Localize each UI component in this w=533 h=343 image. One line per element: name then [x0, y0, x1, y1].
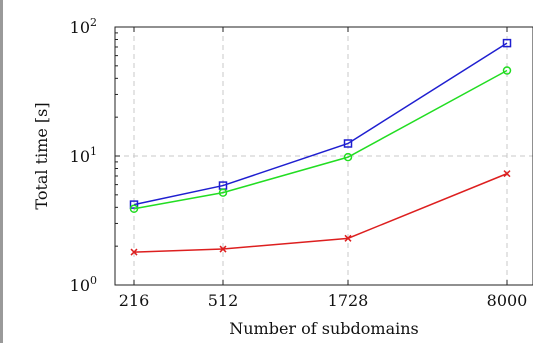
series-line [133, 42, 508, 206]
grid [115, 27, 533, 285]
x-tick-label: 8000 [487, 291, 528, 310]
data-point [344, 234, 352, 242]
data-point [219, 245, 227, 253]
series-line [133, 172, 508, 253]
data-point [343, 152, 353, 162]
data-point [502, 38, 512, 48]
y-tick-label: 101 [70, 145, 97, 166]
series-line [133, 69, 508, 210]
series-group [129, 38, 512, 256]
y-axis-label: Total time [s] [32, 102, 51, 209]
ticks: 216 512 1728 8000 100 101 102 [70, 16, 528, 310]
data-point [218, 188, 228, 197]
x-tick-label: 512 [208, 291, 239, 310]
data-point [130, 248, 138, 256]
data-point [129, 204, 139, 214]
data-point [343, 139, 353, 148]
data-point [502, 66, 512, 75]
y-tick-label: 102 [70, 16, 97, 37]
x-tick-label: 1728 [328, 291, 369, 310]
data-point [503, 170, 511, 178]
x-tick-label: 216 [119, 291, 150, 310]
y-tick-label: 100 [70, 274, 97, 295]
x-axis-label: Number of subdomains [229, 319, 419, 338]
